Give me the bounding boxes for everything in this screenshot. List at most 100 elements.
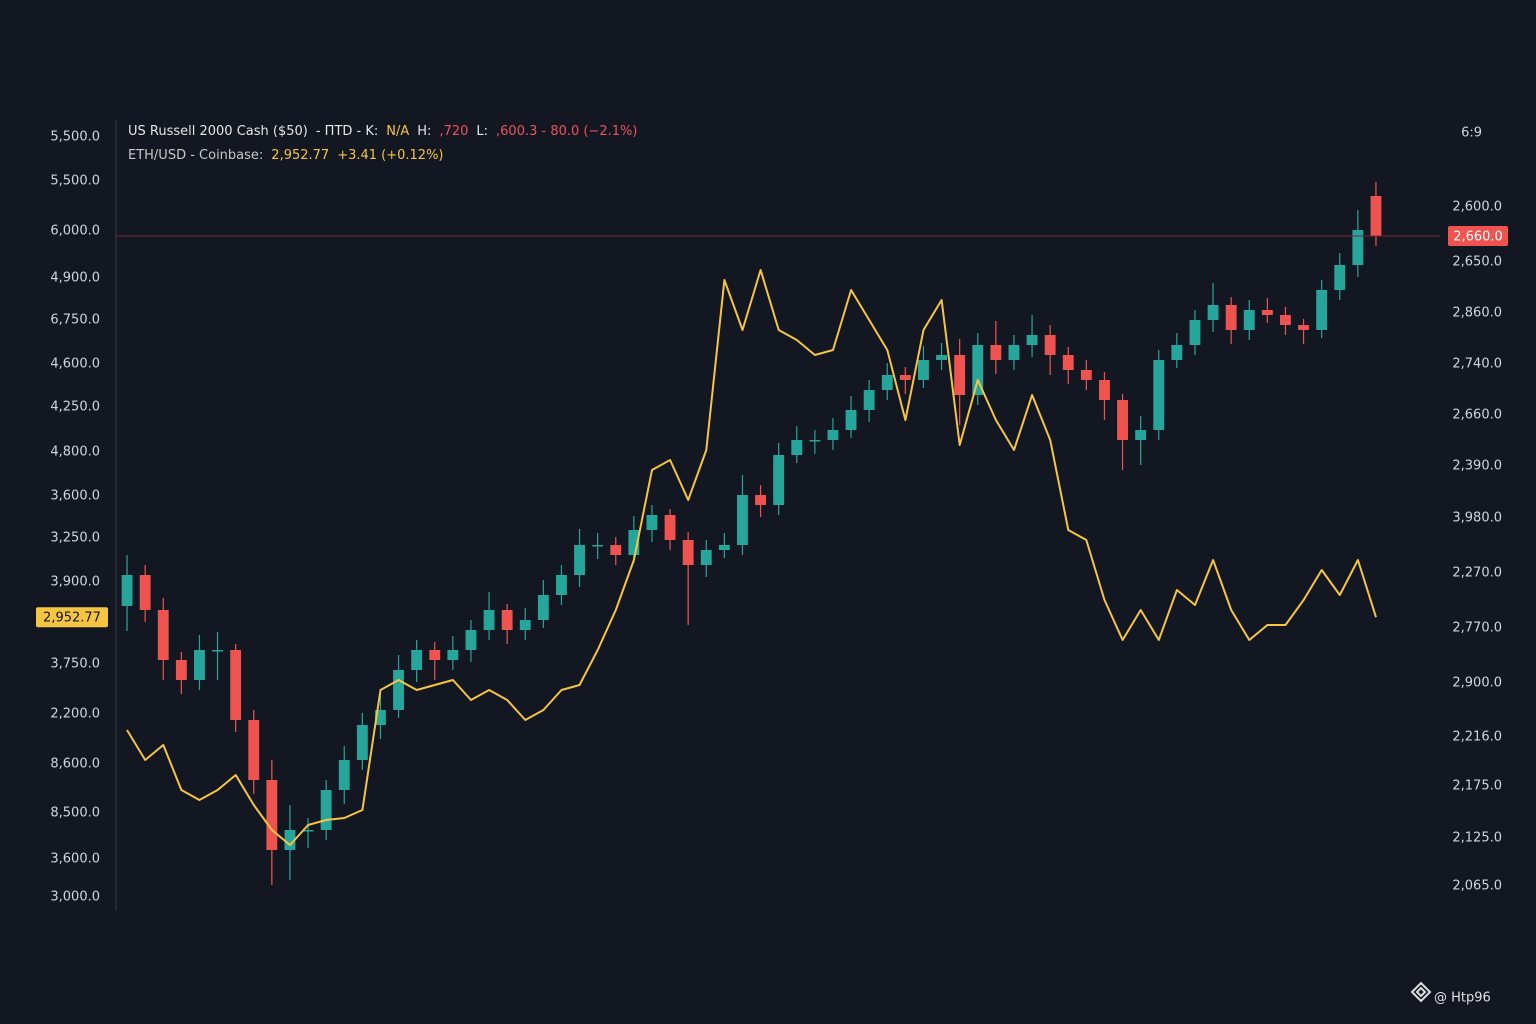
right-axis-label: 3,980.0: [1452, 511, 1502, 526]
candle-body: [1171, 345, 1183, 360]
watermark: @ Htp96: [1434, 991, 1491, 1006]
candle-body: [827, 430, 839, 440]
header-item: US Russell 2000 Cash ($50): [128, 124, 308, 139]
candle-body: [1370, 196, 1382, 236]
candle-body: [230, 650, 242, 720]
candle-body: [664, 515, 676, 540]
right-axis-label: 2,216.0: [1452, 730, 1502, 745]
left-axis-label: 8,600.0: [50, 757, 100, 772]
left-axis-label: 6,750.0: [50, 313, 100, 328]
right-axis-label: 2,650.0: [1452, 255, 1502, 270]
candle-body: [175, 660, 187, 680]
candle-body: [411, 650, 423, 670]
header-item: +3.41 (+0.12%): [337, 148, 443, 163]
left-axis-label: 8,500.0: [50, 806, 100, 821]
right-axis-label: 2,770.0: [1452, 621, 1502, 636]
price-badge-label: 2,660.0: [1453, 230, 1503, 245]
candle-body: [954, 355, 966, 395]
right-axis-label: 2,390.0: [1452, 459, 1502, 474]
header-item: 2,952.77: [271, 148, 329, 163]
left-axis-label: 4,900.0: [50, 271, 100, 286]
candle-body: [501, 610, 513, 630]
header-item: N/A: [386, 124, 409, 139]
candle-body: [302, 830, 314, 832]
left-axis-label: 4,250.0: [50, 400, 100, 415]
left-axis-label: 3,900.0: [50, 575, 100, 590]
candle-body: [393, 670, 404, 710]
candle-body: [773, 455, 785, 505]
candle-body: [139, 575, 151, 610]
candle-body: [936, 355, 947, 360]
candle-body: [465, 630, 477, 650]
right-axis-label: 2,125.0: [1452, 831, 1502, 846]
candle-body: [881, 375, 893, 390]
candle-body: [1062, 355, 1074, 370]
candle-body: [248, 720, 260, 780]
right-axis-label: 2,270.0: [1452, 566, 1502, 581]
header-item: ,720: [439, 124, 468, 139]
candle-body: [1008, 345, 1020, 360]
candle-body: [212, 650, 223, 652]
candle-body: [646, 515, 658, 530]
left-axis-label: 3,600.0: [50, 489, 100, 504]
candle-body: [194, 650, 205, 680]
candle-body: [1099, 380, 1110, 400]
candle-body: [610, 545, 622, 555]
candle-body: [266, 780, 278, 850]
left-axis-label: 6,000.0: [50, 224, 100, 239]
candle-body: [628, 530, 640, 555]
left-axis-label: 4,600.0: [50, 357, 100, 372]
right-axis-label: 2,860.0: [1452, 306, 1502, 321]
candle-body: [429, 650, 441, 660]
header-line-2: ETH/USD - Coinbase: 2,952.77 +3.41 (+0.12%…: [128, 148, 444, 163]
candle-body: [972, 345, 984, 395]
candle-body: [356, 725, 368, 760]
candle-body: [338, 760, 350, 790]
candle-body: [284, 830, 296, 850]
header-item: - ΠTD - K:: [316, 124, 378, 139]
right-axis-label: 2,900.0: [1452, 676, 1502, 691]
candle-body: [682, 540, 694, 565]
candle-body: [1298, 325, 1309, 330]
candle-body: [592, 545, 604, 547]
candle-body: [157, 610, 169, 660]
candle-body: [845, 410, 857, 430]
candle-body: [1117, 400, 1128, 440]
price-badge: [1448, 226, 1508, 246]
candle-body: [320, 790, 332, 830]
candle-body: [537, 595, 549, 620]
candle-body: [809, 440, 821, 442]
candle-body: [718, 545, 730, 550]
candle-body: [1080, 370, 1092, 380]
header-item: L:: [476, 124, 488, 139]
candle-body: [863, 390, 875, 410]
candle-body: [1044, 335, 1056, 355]
candle-body: [1026, 335, 1038, 345]
right-axis-label: 2,660.0: [1452, 408, 1502, 423]
candle-body: [1280, 315, 1291, 325]
candle-body: [990, 345, 1002, 360]
eth-badge: [36, 607, 108, 628]
candle-body: [574, 545, 585, 575]
left-axis-label: 3,250.0: [50, 531, 100, 546]
candle-body: [447, 650, 459, 660]
candle-body: [121, 575, 133, 606]
candle-body: [1189, 320, 1201, 345]
header-item: ETH/USD - Coinbase:: [128, 148, 263, 163]
header-line-1: US Russell 2000 Cash ($50) - ΠTD - K: N/A H…: [128, 124, 637, 139]
left-axis-label: 5,500.0: [50, 130, 100, 145]
candle-body: [791, 440, 803, 455]
right-axis-label: 2,175.0: [1452, 779, 1502, 794]
candle-body: [483, 610, 495, 630]
candle-body: [700, 550, 712, 565]
candle-body: [1261, 310, 1273, 315]
right-axis-label: 2,065.0: [1452, 879, 1502, 894]
watermark-logo: [1410, 981, 1432, 1003]
candle-body: [1207, 305, 1219, 320]
candle-body: [1243, 310, 1255, 330]
candle-body: [899, 375, 911, 380]
right-axis-label: 2,600.0: [1452, 200, 1502, 215]
left-axis-label: 3,750.0: [50, 657, 100, 672]
candle-body: [1352, 230, 1364, 265]
